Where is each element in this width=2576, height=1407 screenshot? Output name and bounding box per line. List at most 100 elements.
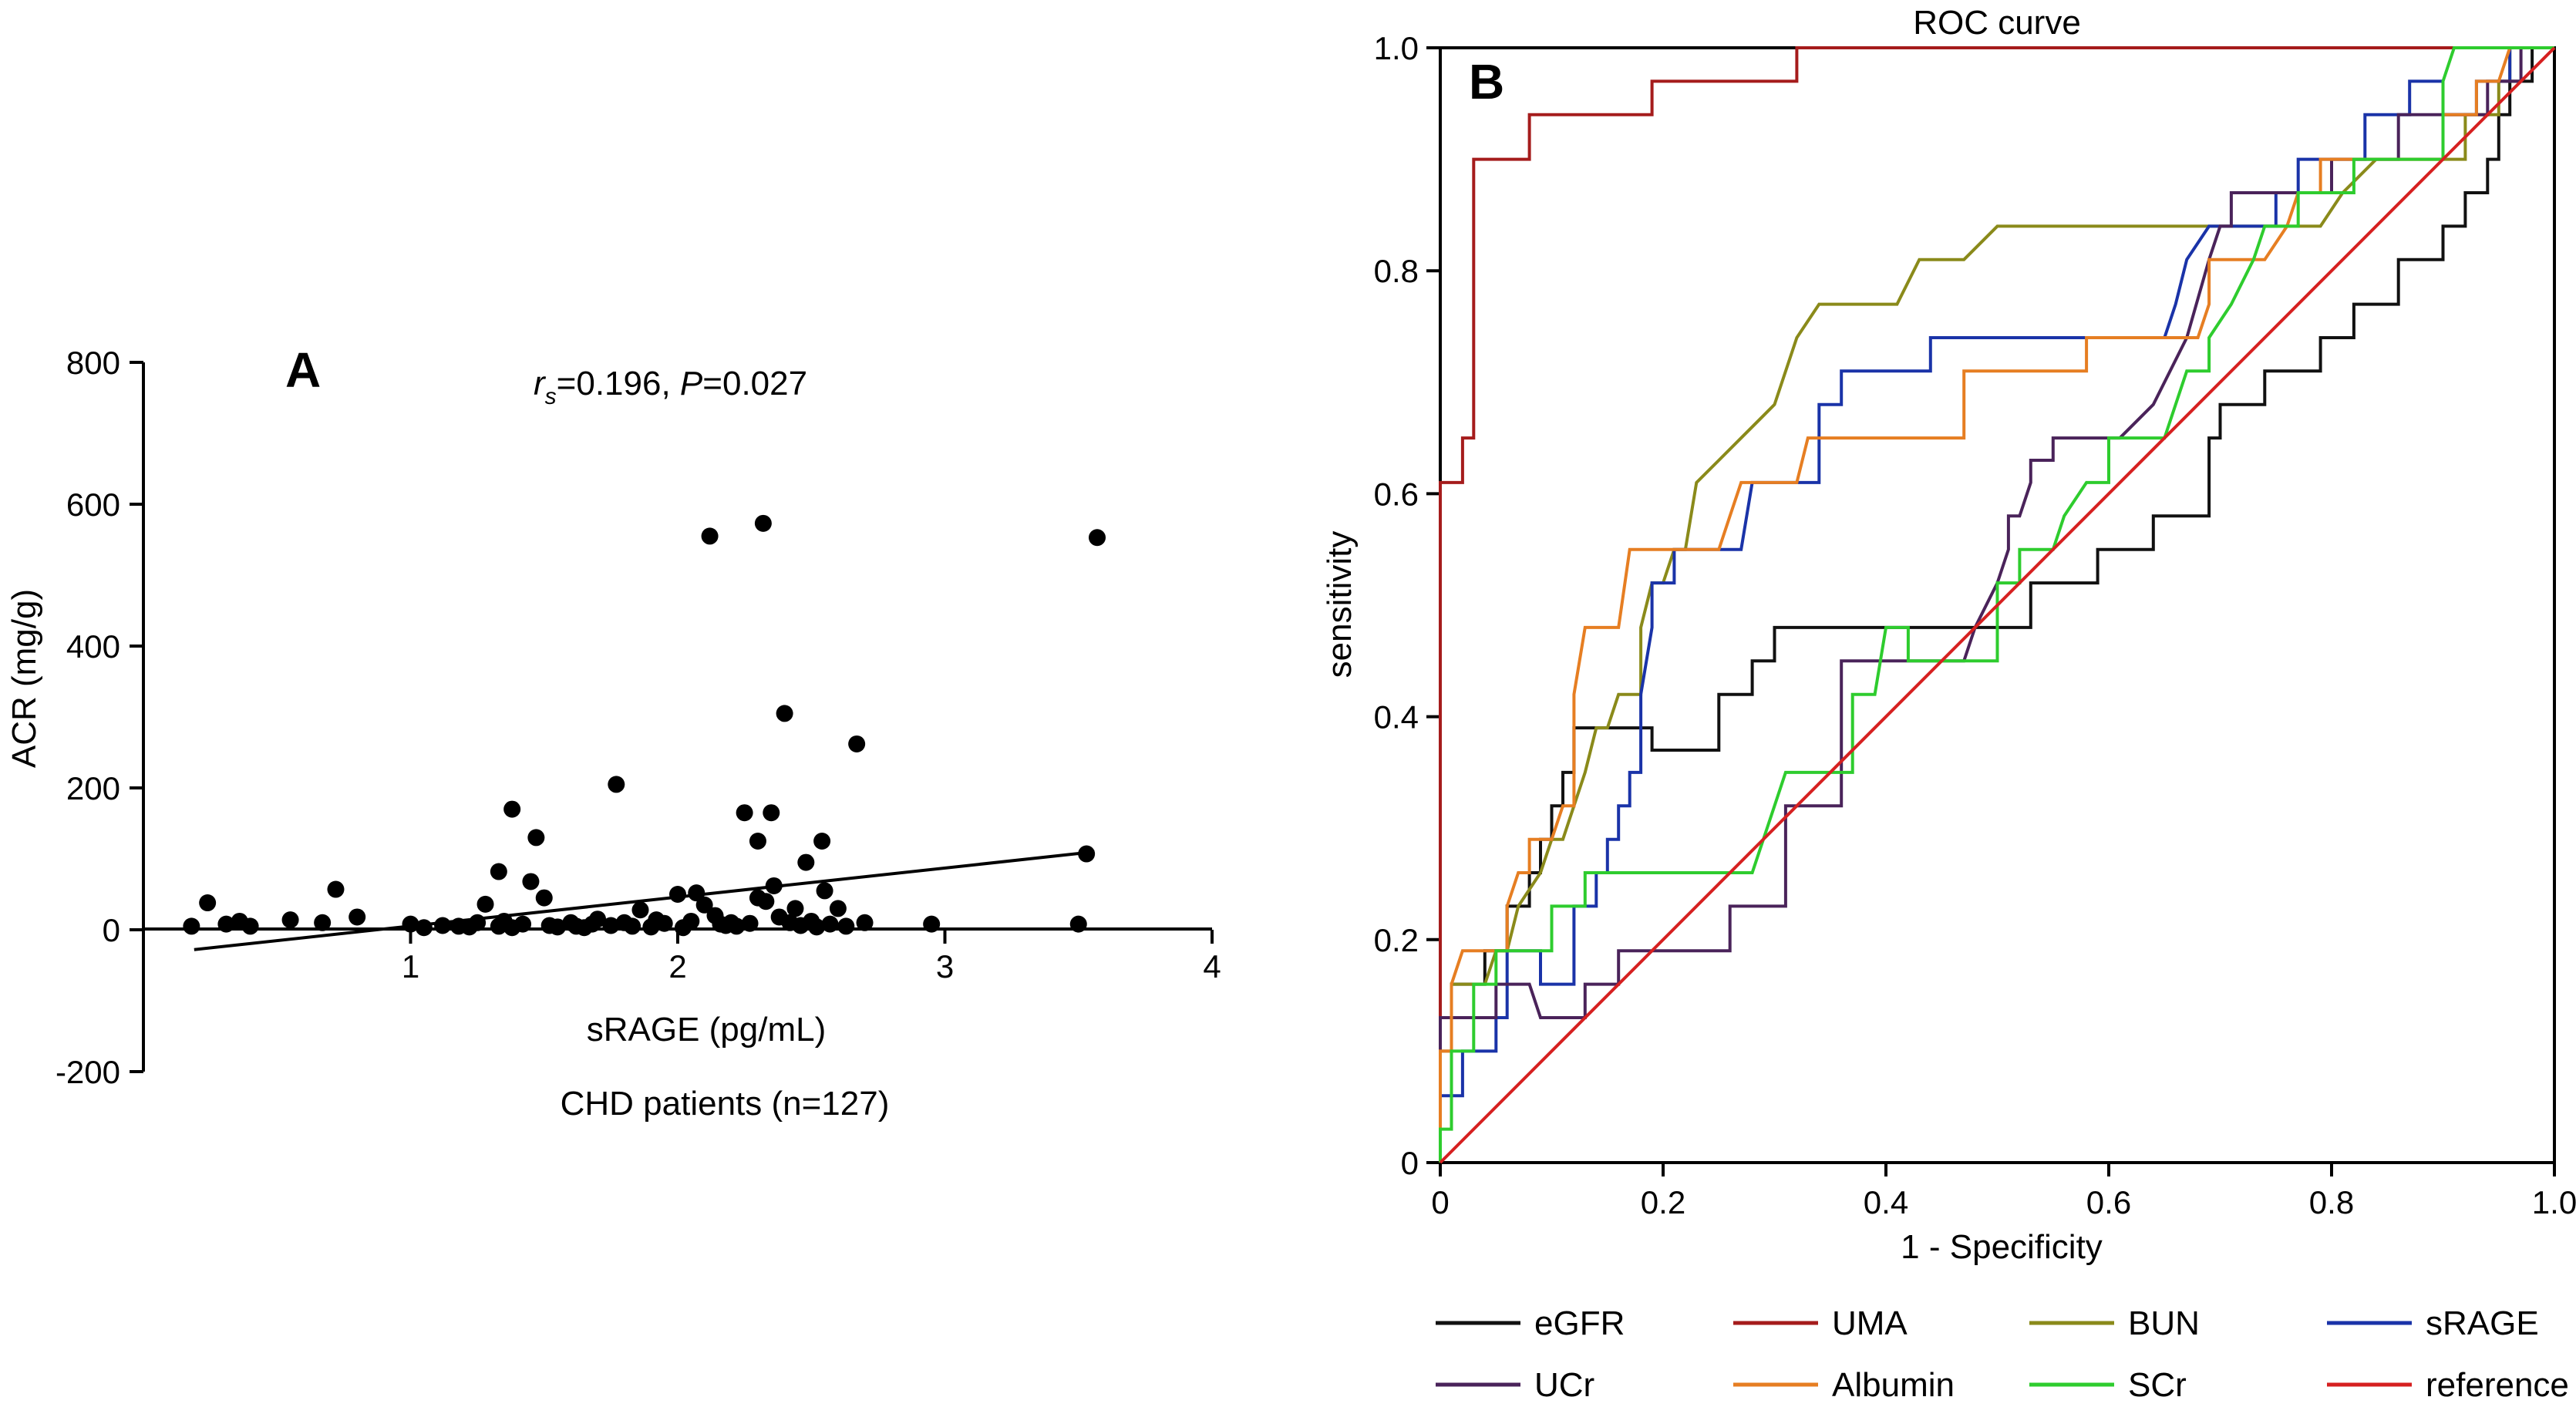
legend-label: BUN	[2128, 1304, 2200, 1342]
scatter-point	[816, 882, 833, 900]
scatter-point	[624, 917, 641, 935]
scatter-point	[741, 914, 759, 932]
y-tick-label: 0.6	[1374, 476, 1419, 512]
legend-label: UCr	[1534, 1366, 1594, 1404]
y-tick-label: 200	[66, 770, 120, 806]
scatter-point	[682, 912, 700, 930]
scatter-point	[813, 833, 831, 850]
panel-b-series	[1439, 46, 2556, 1164]
legend-label: SCr	[2128, 1366, 2187, 1404]
scatter-point	[522, 873, 540, 890]
legend-item-scr: SCr	[2029, 1366, 2187, 1404]
panel-a-y-axis-title: ACR (mg/g)	[5, 589, 43, 768]
regression-line	[194, 850, 1095, 951]
legend-item-bun: BUN	[2029, 1304, 2200, 1342]
y-tick-label: 0.2	[1374, 922, 1419, 958]
panel-a-x-ticks: 1 2 3 4	[402, 930, 1221, 985]
legend-label: UMA	[1832, 1304, 1908, 1342]
panel-b-legend: eGFR UMA BUN sRAGE UCr Albumin SCr reference	[1436, 1304, 2569, 1404]
y-tick-label: 1.0	[1374, 30, 1419, 66]
x-tick-label: 1.0	[2532, 1184, 2576, 1220]
panel-b-title: ROC curve	[1913, 4, 2081, 42]
scatter-point	[749, 833, 766, 850]
scatter-point	[688, 884, 705, 902]
panel-b: 0 0.2 0.4 0.6 0.8 1.0 0 0.2 0.4 0.6 0.8 1.0 B ROC …	[1321, 4, 2576, 1404]
scatter-point	[923, 915, 941, 933]
scatter-point	[1089, 529, 1106, 547]
scatter-point	[349, 908, 366, 926]
scatter-point	[434, 917, 452, 934]
roc-line-uma	[1439, 46, 2554, 1163]
roc-line-ucr	[1439, 46, 2554, 1163]
scatter-point	[821, 915, 839, 933]
x-tick-label: 1	[402, 948, 419, 985]
legend-item-ucr: UCr	[1436, 1366, 1594, 1404]
scatter-point	[829, 900, 847, 917]
scatter-point	[848, 735, 866, 752]
scatter-point	[490, 863, 507, 880]
x-tick-label: 0.2	[1641, 1184, 1685, 1220]
scatter-point	[602, 917, 620, 934]
scatter-point	[837, 917, 855, 935]
x-tick-label: 4	[1203, 948, 1221, 985]
y-tick-label: 0	[103, 912, 120, 948]
scatter-point	[415, 919, 433, 937]
legend-label: sRAGE	[2426, 1304, 2539, 1342]
y-tick-label: 0.8	[1374, 253, 1419, 289]
legend-label: eGFR	[1534, 1304, 1625, 1342]
scatter-point	[631, 901, 649, 919]
scatter-point	[797, 853, 815, 871]
scatter-point	[314, 914, 332, 931]
scatter-point	[527, 829, 545, 847]
panel-a-label: A	[285, 342, 321, 398]
y-tick-label: 0.4	[1374, 699, 1419, 735]
scatter-point	[1069, 915, 1087, 933]
scatter-point	[199, 894, 217, 912]
legend-label: Albumin	[1832, 1366, 1955, 1404]
y-tick-label: 0	[1401, 1145, 1419, 1181]
legend-item-srage: sRAGE	[2327, 1304, 2539, 1342]
scatter-point	[476, 895, 494, 913]
panel-a-x-axis-title: sRAGE (pg/mL)	[587, 1011, 827, 1049]
x-tick-label: 0.8	[2309, 1184, 2354, 1220]
legend-item-albumin: Albumin	[1733, 1366, 1955, 1404]
scatter-point	[241, 917, 259, 935]
panel-b-x-axis-title: 1 - Specificity	[1901, 1228, 2103, 1266]
legend-item-egfr: eGFR	[1436, 1304, 1625, 1342]
scatter-point	[786, 900, 804, 917]
panel-b-x-ticks: 0 0.2 0.4 0.6 0.8 1.0	[1431, 1163, 2576, 1220]
scatter-point	[183, 917, 200, 935]
scatter-point	[608, 776, 625, 793]
scatter-point	[856, 914, 874, 931]
scatter-point	[655, 914, 673, 932]
scatter-point	[281, 911, 299, 929]
panel-a-caption: CHD patients (n=127)	[561, 1085, 890, 1123]
x-tick-label: 0	[1431, 1184, 1449, 1220]
scatter-point	[549, 918, 567, 936]
scatter-point	[728, 917, 746, 935]
panel-a: -200 0 200 400 600 800 1 2 3 4 A rs=0.196, P=0.0…	[5, 342, 1221, 1123]
legend-item-reference: reference	[2327, 1366, 2569, 1404]
roc-line-srage	[1439, 46, 2554, 1163]
scatter-point	[695, 896, 713, 914]
panel-a-y-ticks: -200 0 200 400 600 800	[56, 345, 143, 1090]
panel-b-label: B	[1469, 54, 1504, 109]
panel-b-y-ticks: 0 0.2 0.4 0.6 0.8 1.0	[1374, 30, 1440, 1181]
legend-item-uma: UMA	[1733, 1304, 1908, 1342]
scatter-point	[327, 880, 345, 898]
y-tick-label: 600	[66, 486, 120, 523]
x-tick-label: 0.6	[2086, 1184, 2131, 1220]
correlation-annotation: rs=0.196, P=0.027	[534, 365, 807, 409]
legend-label: reference	[2426, 1366, 2569, 1404]
roc-line-egfr	[1439, 46, 2554, 1163]
scatter-point	[736, 804, 753, 822]
scatter-point	[808, 918, 826, 936]
scatter-point	[514, 915, 532, 933]
y-tick-label: 800	[66, 345, 120, 381]
scatter-point	[763, 804, 780, 822]
panel-b-y-axis-title: sensitivity	[1321, 531, 1359, 678]
scatter-point	[503, 800, 521, 818]
scatter-point	[589, 911, 607, 928]
scatter-point	[776, 705, 793, 722]
